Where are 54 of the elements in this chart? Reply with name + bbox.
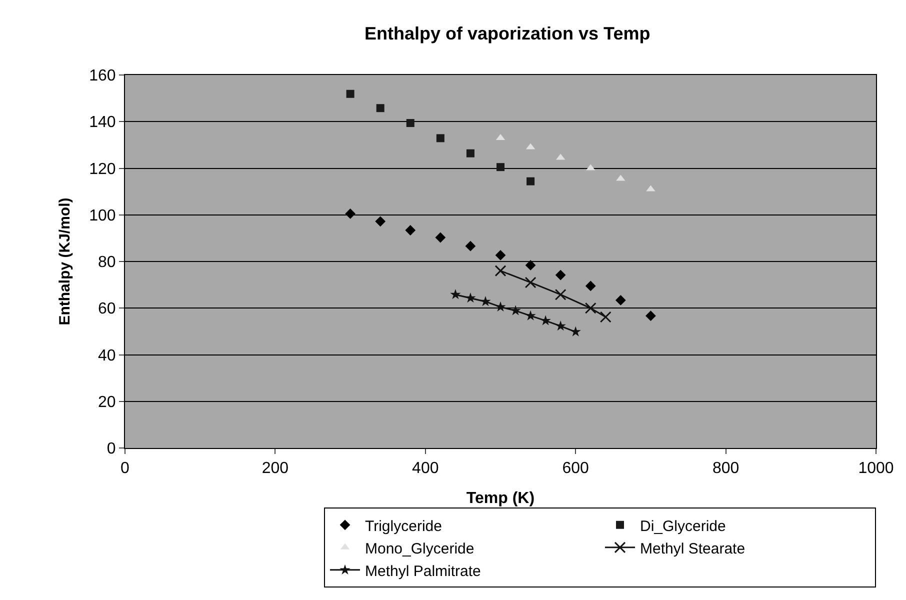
point	[646, 310, 656, 322]
y-tick-label: 0	[106, 440, 116, 458]
y-tick-label: 80	[98, 254, 116, 272]
x-tick-label: 800	[712, 460, 740, 478]
point	[495, 301, 506, 312]
point	[496, 163, 504, 172]
point	[555, 320, 566, 331]
point	[406, 119, 414, 128]
point	[555, 270, 566, 280]
y-tick-label: 40	[98, 347, 116, 364]
y-tick-label: 100	[89, 207, 116, 224]
x-axis-title: Temp (K)	[466, 490, 535, 507]
chart-title: Enthalpy of vaporization vs Temp	[364, 24, 650, 44]
legend-label: Di_Glyceride	[640, 518, 726, 535]
point	[570, 326, 581, 336]
legend-label: Methyl Palmitrate	[365, 562, 481, 580]
point	[375, 216, 386, 227]
point	[525, 310, 536, 320]
point	[465, 292, 476, 303]
point	[600, 311, 612, 323]
point	[494, 265, 506, 277]
y-tick-label: 140	[89, 114, 116, 132]
point	[376, 104, 384, 112]
point	[405, 225, 416, 236]
legend-label: Mono_Glyceride	[365, 540, 474, 558]
point	[450, 289, 461, 300]
x-tick-label: 600	[562, 460, 590, 478]
point	[585, 280, 596, 292]
y-tick-label: 120	[89, 160, 116, 178]
point	[346, 90, 354, 98]
point	[554, 288, 566, 300]
x-tick-label: 1000	[858, 460, 894, 478]
point	[524, 276, 536, 288]
point	[435, 232, 446, 243]
point	[466, 149, 474, 158]
point	[526, 177, 535, 186]
y-tick-label: 20	[98, 394, 116, 411]
point	[615, 295, 626, 306]
point	[345, 208, 356, 219]
legend-label: Triglyceride	[365, 518, 442, 535]
point	[495, 250, 506, 260]
point	[525, 260, 536, 270]
point	[465, 240, 476, 252]
x-tick-label: 200	[262, 460, 289, 478]
y-axis-title: Enthalpy (KJ/mol)	[56, 198, 74, 326]
point	[540, 315, 551, 326]
point	[480, 296, 491, 306]
y-tick-label: 160	[89, 68, 116, 85]
point	[584, 302, 596, 314]
x-tick-label: 0	[120, 460, 130, 478]
x-tick-label: 400	[412, 460, 439, 478]
legend-label: Methyl Stearate	[640, 540, 746, 558]
y-tick-label: 60	[98, 300, 116, 318]
point	[436, 134, 444, 142]
